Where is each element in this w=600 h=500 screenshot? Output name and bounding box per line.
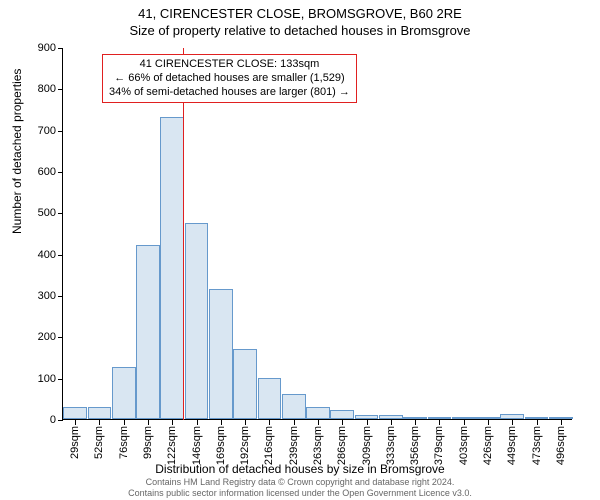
- x-tick-label: 496sqm: [555, 426, 567, 465]
- histogram-bar: [379, 415, 403, 419]
- y-tick-label: 300: [16, 290, 56, 302]
- histogram-bar: [160, 117, 184, 419]
- histogram-bar: [63, 407, 87, 419]
- histogram-bar: [428, 417, 452, 419]
- x-tick-mark: [561, 420, 562, 425]
- histogram-bar: [185, 223, 209, 419]
- footer-line-1: Contains HM Land Registry data © Crown c…: [0, 477, 600, 487]
- x-tick-mark: [75, 420, 76, 425]
- chart-area: 010020030040050060070080090029sqm52sqm76…: [62, 48, 572, 420]
- plot-region: 010020030040050060070080090029sqm52sqm76…: [62, 48, 572, 420]
- x-tick-mark: [512, 420, 513, 425]
- x-tick-mark: [172, 420, 173, 425]
- x-tick-label: 426sqm: [482, 426, 494, 465]
- y-tick-label: 700: [16, 125, 56, 137]
- x-tick-mark: [391, 420, 392, 425]
- histogram-bar: [112, 367, 136, 419]
- x-tick-label: 286sqm: [336, 426, 348, 465]
- histogram-bar: [452, 417, 476, 419]
- histogram-bar: [549, 417, 573, 419]
- x-tick-label: 263sqm: [312, 426, 324, 465]
- x-tick-label: 122sqm: [166, 426, 178, 465]
- y-tick-label: 600: [16, 166, 56, 178]
- x-tick-label: 403sqm: [458, 426, 470, 465]
- y-tick-label: 0: [16, 414, 56, 426]
- x-tick-label: 146sqm: [191, 426, 203, 465]
- y-tick-label: 400: [16, 249, 56, 261]
- histogram-bar: [403, 417, 427, 419]
- x-tick-label: 449sqm: [506, 426, 518, 465]
- marker-line: [183, 48, 184, 420]
- footer: Contains HM Land Registry data © Crown c…: [0, 477, 600, 498]
- histogram-bar: [233, 349, 257, 419]
- x-tick-mark: [245, 420, 246, 425]
- y-tick-mark: [58, 379, 63, 380]
- annotation-line-3: 34% of semi-detached houses are larger (…: [109, 86, 350, 100]
- page-subtitle: Size of property relative to detached ho…: [0, 23, 600, 38]
- y-tick-mark: [58, 131, 63, 132]
- x-tick-mark: [124, 420, 125, 425]
- histogram-bar: [355, 415, 379, 419]
- y-tick-mark: [58, 48, 63, 49]
- x-tick-mark: [464, 420, 465, 425]
- histogram-bar: [330, 410, 354, 419]
- x-tick-label: 473sqm: [531, 426, 543, 465]
- y-tick-mark: [58, 172, 63, 173]
- x-tick-label: 169sqm: [215, 426, 227, 465]
- x-tick-label: 52sqm: [93, 426, 105, 459]
- x-tick-mark: [294, 420, 295, 425]
- x-tick-label: 192sqm: [239, 426, 251, 465]
- x-tick-mark: [439, 420, 440, 425]
- x-axis-label: Distribution of detached houses by size …: [0, 462, 600, 476]
- y-tick-label: 900: [16, 42, 56, 54]
- x-tick-mark: [99, 420, 100, 425]
- x-tick-label: 333sqm: [385, 426, 397, 465]
- x-tick-mark: [269, 420, 270, 425]
- histogram-bar: [476, 417, 500, 419]
- x-tick-label: 99sqm: [142, 426, 154, 459]
- page-address: 41, CIRENCESTER CLOSE, BROMSGROVE, B60 2…: [0, 6, 600, 21]
- x-tick-mark: [537, 420, 538, 425]
- x-tick-label: 309sqm: [361, 426, 373, 465]
- x-tick-mark: [367, 420, 368, 425]
- annotation-box: 41 CIRENCESTER CLOSE: 133sqm ← 66% of de…: [102, 54, 357, 103]
- x-tick-mark: [342, 420, 343, 425]
- x-tick-mark: [221, 420, 222, 425]
- y-tick-mark: [58, 213, 63, 214]
- annotation-line-2: ← 66% of detached houses are smaller (1,…: [109, 72, 350, 86]
- footer-line-2: Contains public sector information licen…: [0, 488, 600, 498]
- histogram-bar: [136, 245, 160, 419]
- annotation-line-1: 41 CIRENCESTER CLOSE: 133sqm: [109, 58, 350, 72]
- y-tick-label: 500: [16, 207, 56, 219]
- x-tick-label: 356sqm: [409, 426, 421, 465]
- x-tick-label: 379sqm: [433, 426, 445, 465]
- y-tick-mark: [58, 337, 63, 338]
- y-tick-mark: [58, 89, 63, 90]
- histogram-bar: [525, 417, 549, 419]
- x-tick-mark: [488, 420, 489, 425]
- histogram-bar: [500, 414, 524, 419]
- histogram-bar: [258, 378, 282, 419]
- y-tick-mark: [58, 296, 63, 297]
- x-tick-label: 239sqm: [288, 426, 300, 465]
- histogram-bar: [88, 407, 112, 419]
- x-tick-label: 29sqm: [69, 426, 81, 459]
- histogram-bar: [306, 407, 330, 419]
- x-tick-mark: [148, 420, 149, 425]
- y-tick-label: 200: [16, 331, 56, 343]
- x-tick-mark: [318, 420, 319, 425]
- histogram-bar: [209, 289, 233, 419]
- x-tick-label: 76sqm: [118, 426, 130, 459]
- x-tick-label: 216sqm: [263, 426, 275, 465]
- y-tick-mark: [58, 255, 63, 256]
- y-tick-label: 800: [16, 83, 56, 95]
- y-tick-label: 100: [16, 373, 56, 385]
- x-tick-mark: [415, 420, 416, 425]
- histogram-bar: [282, 394, 306, 419]
- x-tick-mark: [197, 420, 198, 425]
- y-tick-mark: [58, 420, 63, 421]
